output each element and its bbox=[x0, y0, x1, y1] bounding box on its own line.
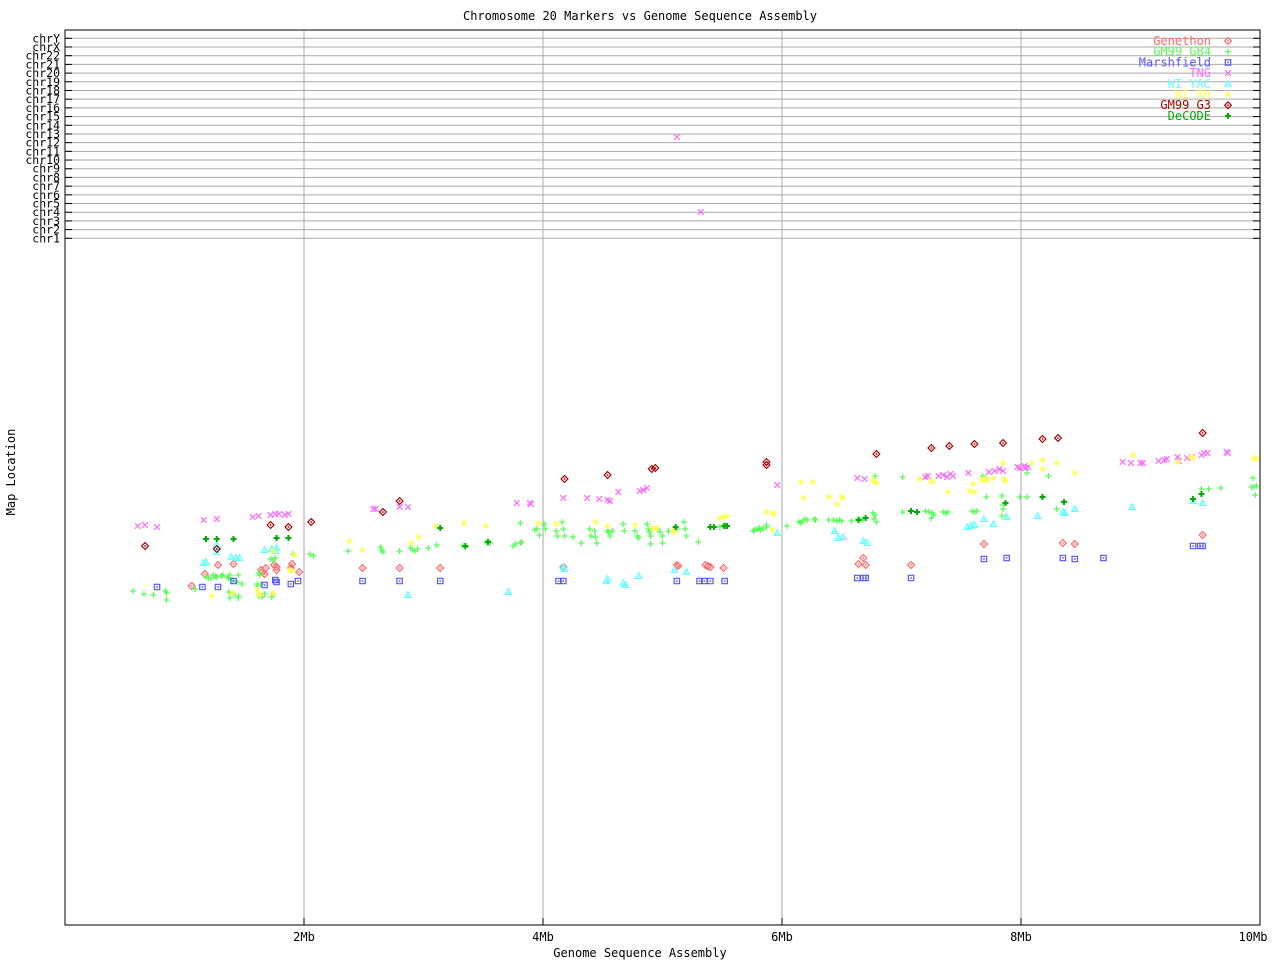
chrom-label: chr9 bbox=[32, 162, 60, 176]
chrom-label: chr15 bbox=[25, 110, 60, 124]
chrom-label: chr13 bbox=[25, 127, 60, 141]
legend-marker-icon bbox=[1224, 59, 1232, 66]
x-tick-label: 6Mb bbox=[771, 930, 793, 944]
chrom-label: chr21 bbox=[25, 57, 60, 71]
legend-marker-icon bbox=[1223, 79, 1233, 87]
chrom-label: chr2 bbox=[32, 223, 60, 237]
series-points-gm99-gb4 bbox=[130, 470, 1260, 603]
chrom-label: chr7 bbox=[32, 179, 60, 193]
legend-label: DeCODE bbox=[1168, 109, 1211, 123]
chrom-label: chr20 bbox=[25, 66, 60, 80]
legend-entry-wi-rh: WI RH bbox=[1175, 88, 1231, 102]
legend-entry-wi-yac: WI YAC bbox=[1168, 77, 1233, 91]
chrom-label: chr14 bbox=[25, 118, 60, 132]
chrom-label: chr12 bbox=[25, 136, 60, 150]
legend-label: Marshfield bbox=[1139, 55, 1211, 69]
legend-entry-gm99-g3: GM99 G3 bbox=[1160, 98, 1233, 112]
plot-border bbox=[64, 29, 1261, 926]
legend-marker-dot bbox=[1227, 40, 1229, 42]
chrom-label: chr1 bbox=[32, 231, 60, 245]
legend-marker-icon bbox=[1225, 91, 1231, 98]
chrom-label: chr11 bbox=[25, 144, 60, 158]
legend-marker-icon bbox=[1223, 36, 1233, 46]
x-tick-label: 4Mb bbox=[532, 930, 554, 944]
legend-label: WI RH bbox=[1175, 88, 1211, 102]
legend-entry-genethon: Genethon bbox=[1153, 34, 1233, 48]
legend-marker-icon bbox=[1225, 112, 1231, 119]
legend-entry-marshfield: Marshfield bbox=[1139, 55, 1232, 69]
series-points-decode bbox=[203, 491, 1205, 549]
chrom-label: chr8 bbox=[32, 170, 60, 184]
chrom-label: chr18 bbox=[25, 83, 60, 97]
x-tick-label: 10Mb bbox=[1239, 930, 1268, 944]
series-points-gm99-g3 bbox=[140, 428, 1207, 554]
x-tick-label: 2Mb bbox=[293, 930, 315, 944]
chrom-label: chr3 bbox=[32, 214, 60, 228]
chrom-label: chr10 bbox=[25, 153, 60, 167]
x-axis-label: Genome Sequence Assembly bbox=[553, 946, 727, 960]
legend-label: WI YAC bbox=[1168, 77, 1211, 91]
chrom-label: chrX bbox=[32, 40, 60, 54]
chrom-label: chr6 bbox=[32, 188, 60, 202]
legend-marker-dot bbox=[1227, 61, 1229, 64]
legend-label: GM99 G3 bbox=[1160, 98, 1211, 112]
series-points-wi-yac bbox=[199, 496, 1207, 598]
legend-marker-dot bbox=[1227, 104, 1229, 106]
legend-marker-icon bbox=[1224, 69, 1232, 77]
chrom-label: chr5 bbox=[32, 197, 60, 211]
chart-title: Chromosome 20 Markers vs Genome Sequence… bbox=[462, 9, 817, 23]
legend-label: GM99 GB4 bbox=[1153, 45, 1211, 59]
series-points-marshfield bbox=[153, 542, 1206, 591]
legend-marker-dot bbox=[1227, 83, 1229, 86]
series-points-tng bbox=[134, 133, 1231, 531]
chrom-label: chr22 bbox=[25, 49, 60, 63]
chrom-label: chr17 bbox=[25, 92, 60, 106]
chrom-label: chr4 bbox=[32, 205, 60, 219]
chrom-label: chr19 bbox=[25, 75, 60, 89]
x-tick-label: 8Mb bbox=[1010, 930, 1032, 944]
legend-entry-tng: TNG bbox=[1189, 66, 1232, 80]
legend-label: Genethon bbox=[1153, 34, 1211, 48]
legend-marker-icon bbox=[1223, 100, 1233, 110]
legend-entry-decode: DeCODE bbox=[1168, 109, 1231, 123]
legend-marker-icon bbox=[1225, 48, 1231, 55]
legend-entry-gm99-gb4: GM99 GB4 bbox=[1153, 45, 1231, 59]
chrom-label: chr16 bbox=[25, 101, 60, 115]
chrom-label: chrY bbox=[32, 31, 60, 45]
series-points-wi-rh bbox=[209, 452, 1260, 599]
legend-label: TNG bbox=[1189, 66, 1211, 80]
series-dots-wi-yac bbox=[202, 500, 1204, 597]
